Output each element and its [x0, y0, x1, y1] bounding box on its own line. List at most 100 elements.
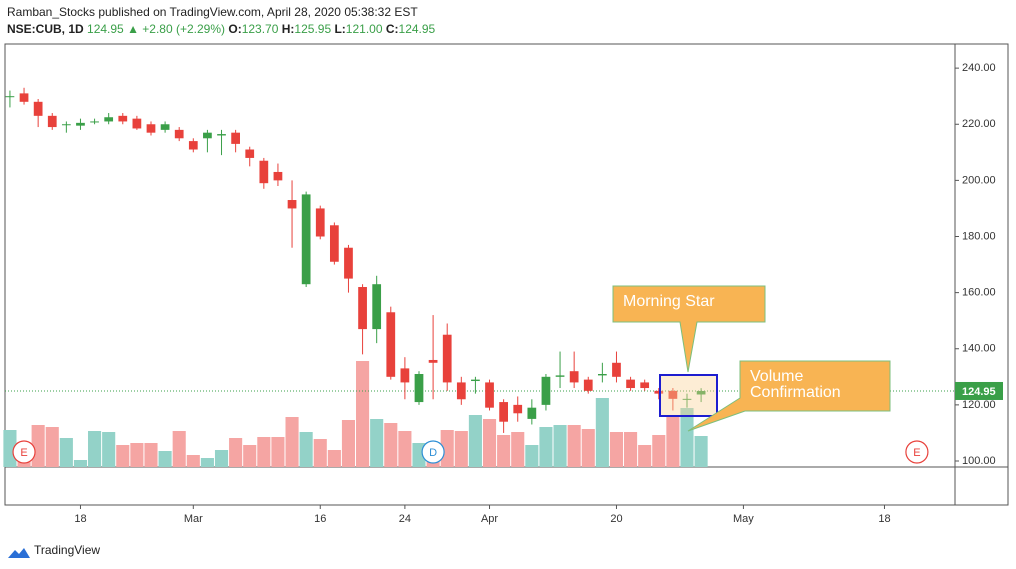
- candle-body: [118, 115, 128, 122]
- candle-body: [583, 379, 593, 391]
- callout-morning-star: [612, 285, 766, 373]
- candle-body: [245, 149, 255, 158]
- y-tick-label: 180.00: [962, 230, 996, 242]
- volume-bar: [680, 408, 694, 467]
- volume-bar: [539, 427, 553, 467]
- candle-body: [640, 382, 650, 389]
- candle-body: [47, 115, 57, 128]
- candle-body: [315, 208, 325, 237]
- candle-body: [174, 129, 184, 139]
- volume-bar: [229, 438, 243, 467]
- candle-body: [273, 171, 283, 181]
- candle-body: [400, 368, 410, 383]
- candle-body: [541, 376, 551, 405]
- volume-bar: [3, 430, 17, 467]
- x-tick-label: 20: [610, 513, 622, 525]
- volume-bar: [214, 450, 229, 467]
- volume-bar: [271, 437, 285, 467]
- candle-body: [160, 124, 170, 130]
- volume-bar: [257, 437, 271, 467]
- candle-body: [104, 117, 114, 122]
- volume-bar: [299, 432, 313, 467]
- candle-body: [188, 141, 198, 150]
- volume-bar: [652, 435, 666, 467]
- volume-bar: [609, 432, 624, 467]
- candle-body: [61, 124, 71, 126]
- symbol: NSE:CUB, 1D: [7, 22, 84, 36]
- candle-body: [612, 362, 621, 377]
- volume-bar: [116, 445, 130, 467]
- candle-body: [231, 132, 240, 144]
- c-label: C:: [385, 22, 399, 36]
- l-val: 121.00: [345, 22, 383, 36]
- candle-body: [146, 124, 156, 133]
- c-val: 124.95: [398, 22, 436, 36]
- event-label: E: [20, 447, 27, 459]
- footer: TradingView: [34, 543, 101, 557]
- event-marker: [421, 440, 445, 464]
- last: 124.95: [87, 22, 124, 36]
- volume-bar: [313, 439, 327, 467]
- x-tick-label: 16: [314, 513, 326, 525]
- frame: [4, 43, 1009, 506]
- y-tick-label: 120.00: [962, 399, 996, 411]
- volume-bar: [31, 425, 45, 467]
- x-tick-label: 18: [74, 513, 86, 525]
- candle-body: [471, 379, 480, 382]
- volume-bar: [553, 425, 567, 467]
- volume-bar: [567, 425, 581, 467]
- volume-bar: [398, 431, 412, 467]
- volume-bar: [285, 417, 299, 467]
- l-label: L:: [334, 22, 346, 36]
- candle-body: [19, 93, 29, 102]
- volume-bar: [497, 435, 511, 467]
- event-marker: [905, 440, 929, 464]
- tv-logo: [8, 548, 30, 558]
- candle-body: [414, 374, 424, 403]
- candle-body: [696, 390, 706, 395]
- candle-body: [386, 312, 396, 377]
- candle-body: [5, 96, 15, 98]
- candle-body: [499, 402, 508, 422]
- candle-body: [513, 404, 523, 414]
- candle-body: [485, 382, 494, 408]
- volume-bar: [88, 431, 102, 467]
- volume-bar: [581, 429, 595, 467]
- x-tick-label: Apr: [481, 513, 498, 525]
- x-tick-label: May: [733, 513, 754, 525]
- candle-body: [358, 287, 367, 330]
- annotation: Volume Confirmation: [750, 368, 841, 401]
- change: ▲ +2.80 (+2.29%): [127, 22, 226, 36]
- volume-bar: [327, 450, 341, 467]
- candle-body: [428, 359, 438, 363]
- volume-bar: [482, 419, 497, 467]
- volume-bar: [638, 445, 652, 467]
- x-tick-label: Mar: [184, 513, 203, 525]
- candle-body: [569, 371, 579, 383]
- candle-body: [555, 375, 565, 377]
- y-tick-label: 160.00: [962, 287, 996, 299]
- y-tick-label: 240.00: [962, 62, 996, 74]
- volume-bar: [102, 432, 116, 467]
- h-label: H:: [281, 22, 295, 36]
- candle-body: [301, 194, 311, 285]
- ohlc-line: NSE:CUB, 1D 124.95 ▲ +2.80 (+2.29%) O: 12…: [7, 22, 435, 36]
- o-label: O:: [228, 22, 242, 36]
- last-price-label: 124.95: [962, 386, 996, 398]
- candle-body: [527, 407, 537, 419]
- volume-bar: [130, 443, 144, 467]
- volume-bar: [158, 451, 172, 467]
- candle-body: [203, 132, 212, 139]
- volume-bar: [440, 430, 454, 467]
- volume-bar: [45, 427, 59, 467]
- callout-volume: [687, 360, 891, 432]
- y-tick-label: 100.00: [962, 455, 996, 467]
- candle-body: [259, 160, 269, 184]
- volume-bar: [73, 460, 88, 467]
- x-tick-label: 24: [399, 513, 411, 525]
- volume-bar: [370, 419, 384, 467]
- volume-bar: [200, 458, 214, 467]
- highlight-box: [659, 374, 718, 417]
- volume-bar: [624, 432, 638, 467]
